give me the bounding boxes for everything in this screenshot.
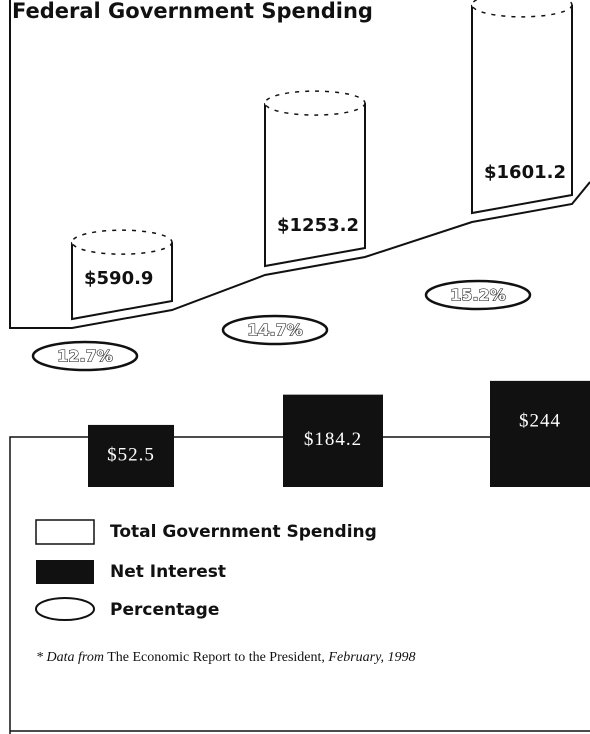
- value-label: $1253.2: [277, 215, 359, 236]
- cylinder-top: [264, 90, 366, 116]
- percentage-ellipse: [424, 279, 532, 311]
- cylinder-top: [471, 0, 573, 18]
- legend-label: Total Government Spending: [110, 522, 377, 542]
- interest-box: [490, 380, 590, 487]
- percentage-label: 15.2%: [450, 286, 506, 305]
- value-label: $1601.2: [484, 162, 566, 183]
- chart-title: Federal Government Spending: [12, 0, 373, 23]
- legend-swatch: [36, 560, 94, 584]
- percentage-label: 12.7%: [57, 347, 113, 366]
- percentage-ellipse: [31, 340, 139, 372]
- percentage-label: 14.7%: [247, 321, 303, 340]
- legend-swatch: [35, 597, 95, 621]
- interest-label: $52.5: [107, 444, 155, 465]
- legend-swatch: [35, 519, 95, 545]
- staircase-outline: [9, 0, 590, 329]
- note: * Data from The Economic Report to the P…: [36, 650, 416, 665]
- interest-label: $244: [519, 410, 561, 431]
- interest-line: [9, 436, 490, 734]
- value-label: $590.9: [84, 268, 153, 289]
- note-source-intro: * Data from: [36, 650, 104, 665]
- legend-label: Percentage: [110, 600, 219, 620]
- note-source-date: February, 1998: [327, 650, 415, 665]
- cylinder: [471, 4, 573, 215]
- interest-box: [283, 394, 383, 487]
- percentage-ellipse: [221, 314, 329, 346]
- interest-box: [88, 424, 174, 487]
- legend-label: Net Interest: [110, 562, 226, 582]
- interest-label: $184.2: [304, 429, 362, 450]
- cylinder-top: [71, 229, 173, 255]
- cylinder: [71, 242, 173, 321]
- note-source-title: The Economic Report to the President,: [107, 650, 325, 665]
- cylinder: [264, 103, 366, 268]
